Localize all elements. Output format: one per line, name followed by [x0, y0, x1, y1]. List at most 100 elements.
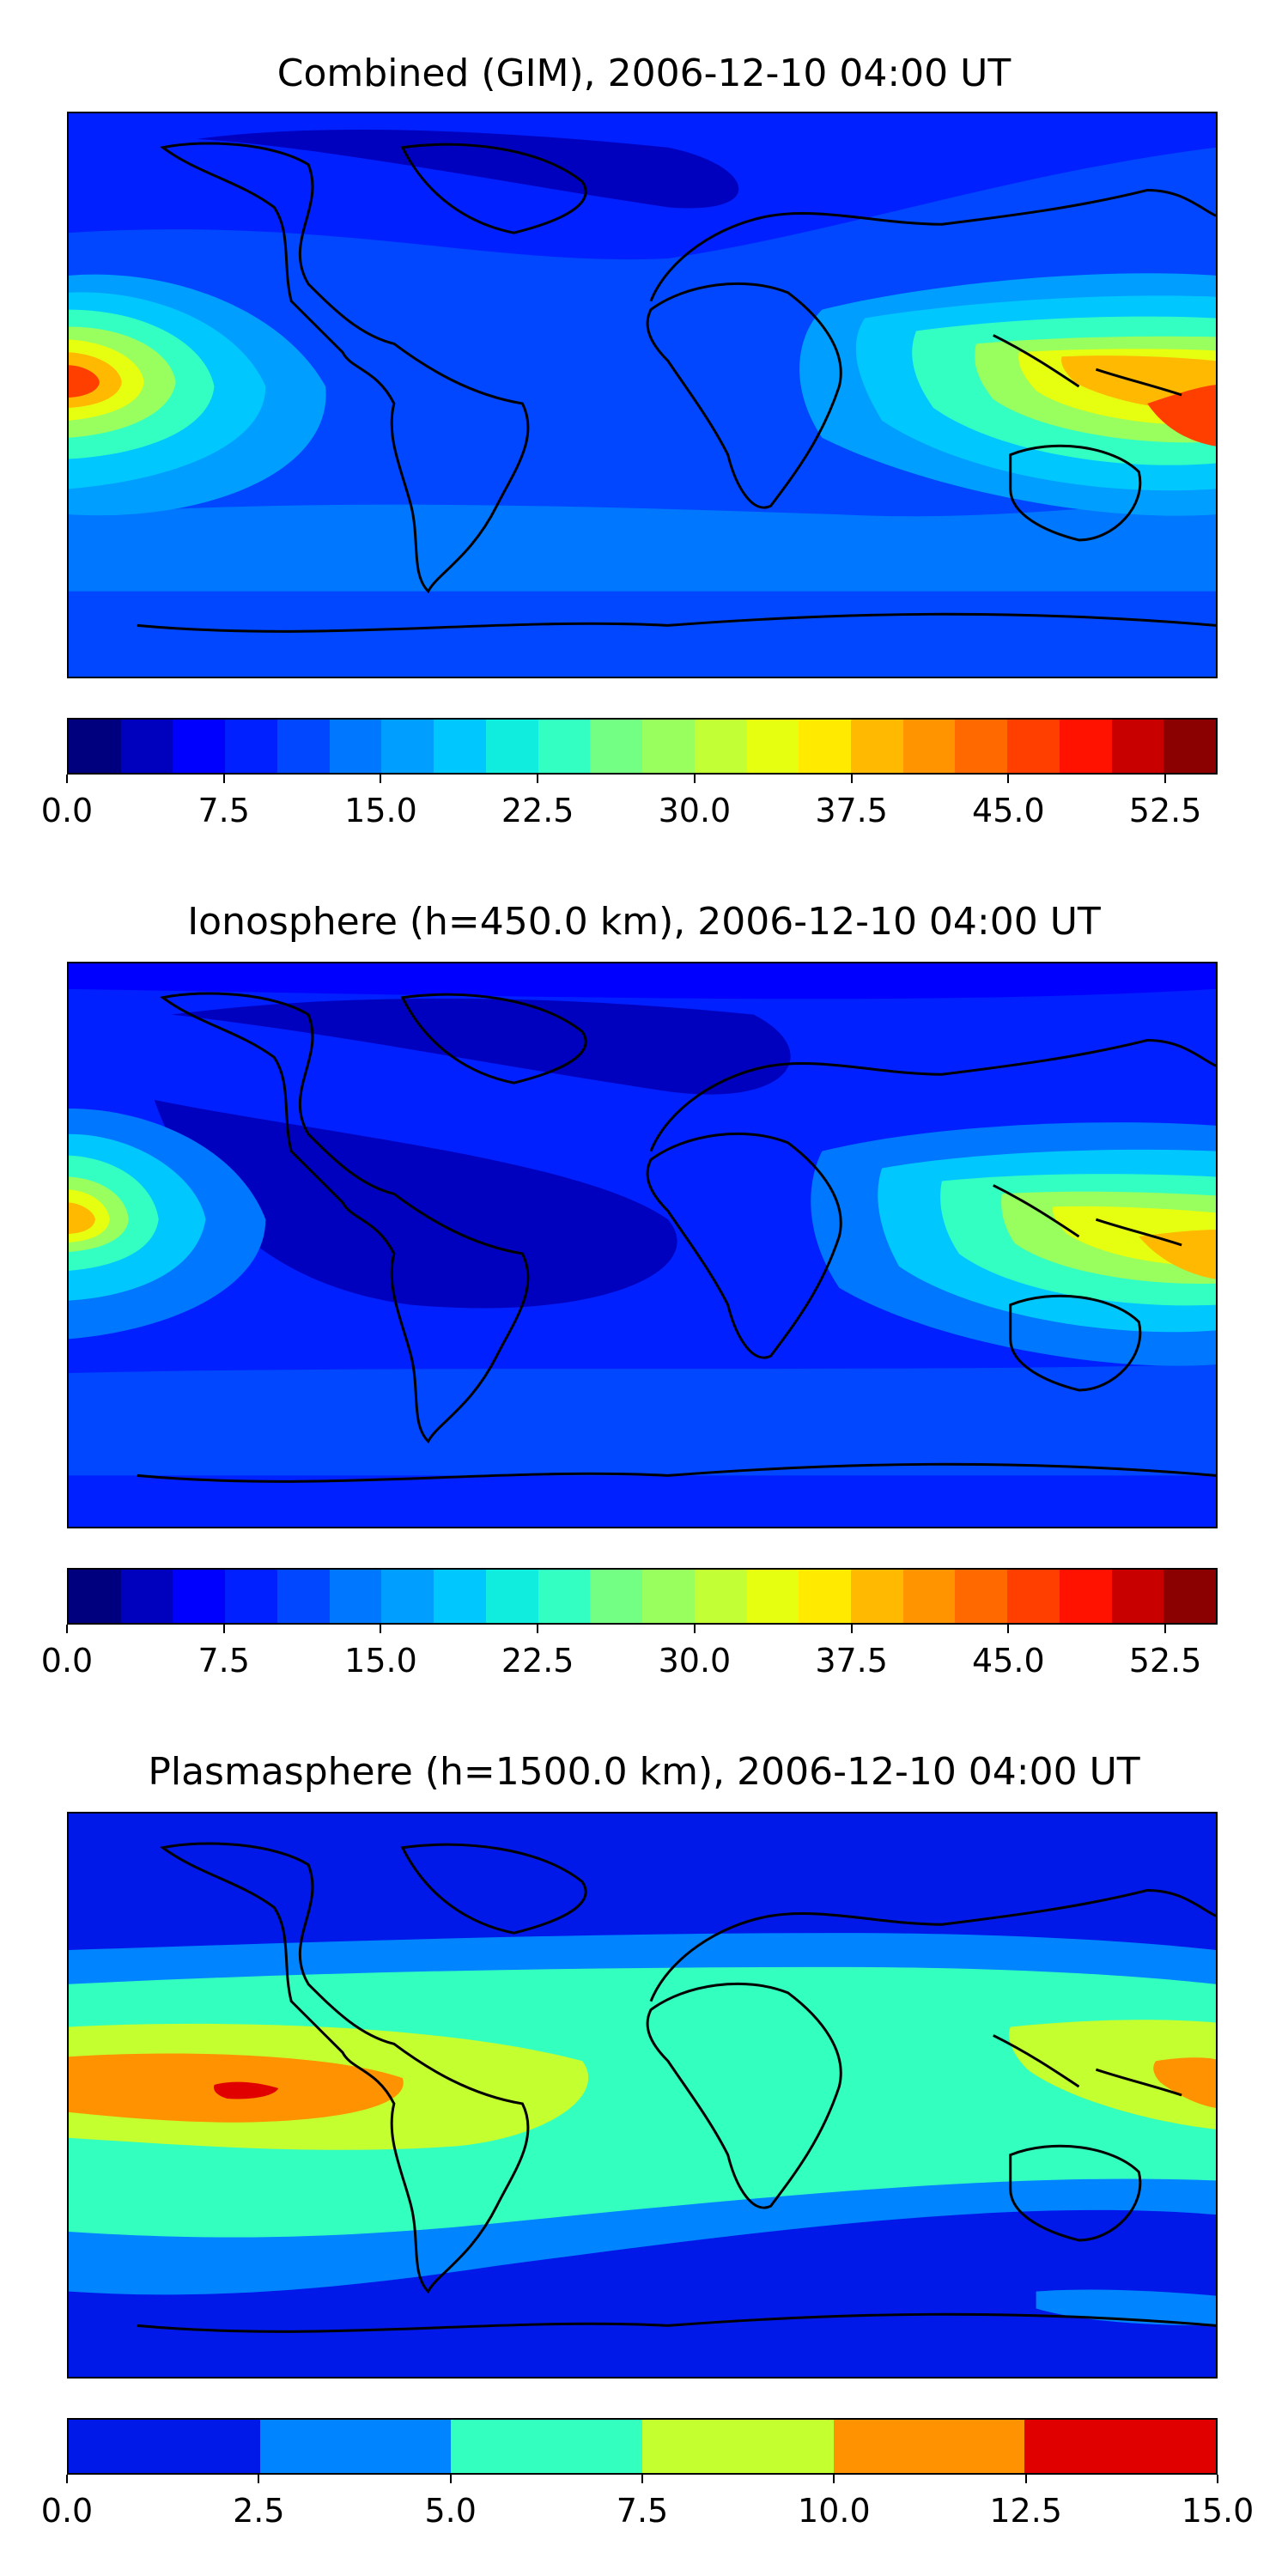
contour-region: [69, 625, 1216, 677]
colorbar-segment: [538, 720, 591, 773]
colorbar-segment: [1059, 1570, 1112, 1623]
colorbar-segment: [434, 1570, 486, 1623]
coastlines: [137, 1842, 1216, 2333]
colorbar-tick-label: 15.0: [1181, 2492, 1255, 2530]
colorbar-segment: [642, 720, 695, 773]
colorbar-segment: [173, 720, 226, 773]
colorbar-segment: [381, 720, 434, 773]
colorbar-segment: [538, 1570, 591, 1623]
contour-band: [214, 2081, 279, 2099]
colorbar-tick-label: 30.0: [658, 792, 732, 829]
colorbar-segment: [329, 720, 382, 773]
colorbar-segment: [746, 1570, 799, 1623]
colorbar-segment: [69, 2420, 260, 2473]
colorbar-tick-label: 15.0: [344, 1642, 417, 1680]
colorbar-tick: [222, 1625, 225, 1633]
colorbar-tick: [537, 775, 539, 783]
colorbar-tick-label: 15.0: [344, 792, 417, 829]
colorbar-tick-label: 7.5: [197, 792, 250, 829]
colorbar-segment: [902, 1570, 956, 1623]
colorbar-segment: [173, 1570, 226, 1623]
colorbar-segment: [799, 720, 852, 773]
colorbar-segment: [694, 1570, 747, 1623]
colorbar-segment: [799, 1570, 852, 1623]
panel-ionosphere: Ionosphere (h=450.0 km), 2006-12-10 04:0…: [0, 859, 1288, 1717]
colorbar-ionosphere: [67, 1568, 1218, 1625]
colorbar-tick: [66, 775, 68, 783]
colorbar-segment: [1163, 720, 1217, 773]
colorbar-tick-label: 12.5: [989, 2492, 1062, 2530]
colorbar-segment: [434, 720, 486, 773]
colorbar-segment: [590, 1570, 643, 1623]
tec-map-combined: [67, 112, 1218, 678]
colorbar-segment: [329, 1570, 382, 1623]
colorbar-segment: [225, 720, 277, 773]
panel-title: Ionosphere (h=450.0 km), 2006-12-10 04:0…: [187, 900, 1101, 944]
colorbar-tick-label: 45.0: [972, 792, 1045, 829]
colorbar-tick: [222, 775, 225, 783]
colorbar-tick-label: 2.5: [233, 2492, 285, 2530]
colorbar-tick-label: 0.0: [40, 2492, 94, 2530]
colorbar-combined: [67, 718, 1218, 775]
colorbar-tick: [66, 2475, 68, 2483]
colorbar-tick-label: 5.0: [424, 2492, 477, 2530]
colorbar-tick-label: 37.5: [815, 792, 888, 829]
colorbar-tick: [1164, 775, 1167, 783]
colorbar-tick: [850, 775, 853, 783]
colorbar-tick-label: 22.5: [501, 792, 574, 829]
colorbar-segment: [642, 2420, 834, 2473]
panel-title: Combined (GIM), 2006-12-10 04:00 UT: [276, 52, 1012, 95]
colorbar-segment: [1007, 720, 1060, 773]
colorbar-segment: [120, 720, 173, 773]
colorbar-tick: [258, 2475, 260, 2483]
colorbar-segment: [485, 1570, 538, 1623]
colorbar-tick-label: 45.0: [972, 1642, 1045, 1680]
contour-region: [1139, 1230, 1216, 1279]
colorbar-segment: [276, 720, 330, 773]
colorbar-segment: [276, 1570, 330, 1623]
colorbar-segment: [485, 720, 538, 773]
coastlines: [137, 142, 1216, 633]
panel-combined: Combined (GIM), 2006-12-10 04:00 UT: [0, 0, 1288, 859]
colorbar-tick: [833, 2475, 835, 2483]
colorbar-tick-label: 30.0: [658, 1642, 732, 1680]
colorbar-tick: [1164, 1625, 1167, 1633]
contour-region: [69, 1364, 1216, 1476]
colorbar-tick: [1024, 2475, 1027, 2483]
colorbar-tick-label: 0.0: [40, 792, 94, 829]
colorbar-segment: [955, 720, 1008, 773]
colorbar-plasmasphere: [67, 2418, 1218, 2475]
colorbar-tick: [1007, 775, 1010, 783]
colorbar-segment: [69, 1570, 121, 1623]
colorbar-tick-label: 37.5: [815, 1642, 888, 1680]
colorbar-segment: [381, 1570, 434, 1623]
colorbar-segment: [1007, 1570, 1060, 1623]
colorbar-tick-label: 22.5: [501, 1642, 574, 1680]
colorbar-tick: [850, 1625, 853, 1633]
map-svg: [69, 963, 1216, 1527]
colorbar-segment: [746, 720, 799, 773]
colorbar-tick: [380, 775, 382, 783]
colorbar-tick-label: 52.5: [1128, 1642, 1202, 1680]
colorbar-tick: [1217, 2475, 1218, 2483]
contour-region: [69, 365, 100, 398]
contour-region: [197, 129, 739, 209]
colorbar-tick: [66, 1625, 68, 1633]
colorbar-tick: [693, 1625, 696, 1633]
colorbar-segment: [851, 1570, 903, 1623]
colorbar-tick-label: 7.5: [616, 2492, 669, 2530]
colorbar-segment: [833, 2420, 1025, 2473]
map-svg: [69, 113, 1216, 677]
colorbar-segment: [1024, 2420, 1217, 2473]
colorbar-tick: [537, 1625, 539, 1633]
colorbar-tick-label: 10.0: [798, 2492, 871, 2530]
colorbar-ticks: 0.0 7.5 15.0 22.5 30.0 37.5 45.0 52.5: [41, 775, 1218, 829]
tec-map-plasmasphere: [67, 1812, 1218, 2379]
colorbar-segment: [1111, 1570, 1164, 1623]
contour-region: [69, 504, 1216, 592]
colorbar-tick-label: 7.5: [197, 1642, 250, 1680]
colorbar-segment: [225, 1570, 277, 1623]
contour-band: [1153, 2057, 1216, 2108]
contour-region: [154, 1100, 677, 1309]
colorbar-ticks: 0.0 7.5 15.0 22.5 30.0 37.5 45.0 52.5: [41, 1625, 1218, 1680]
